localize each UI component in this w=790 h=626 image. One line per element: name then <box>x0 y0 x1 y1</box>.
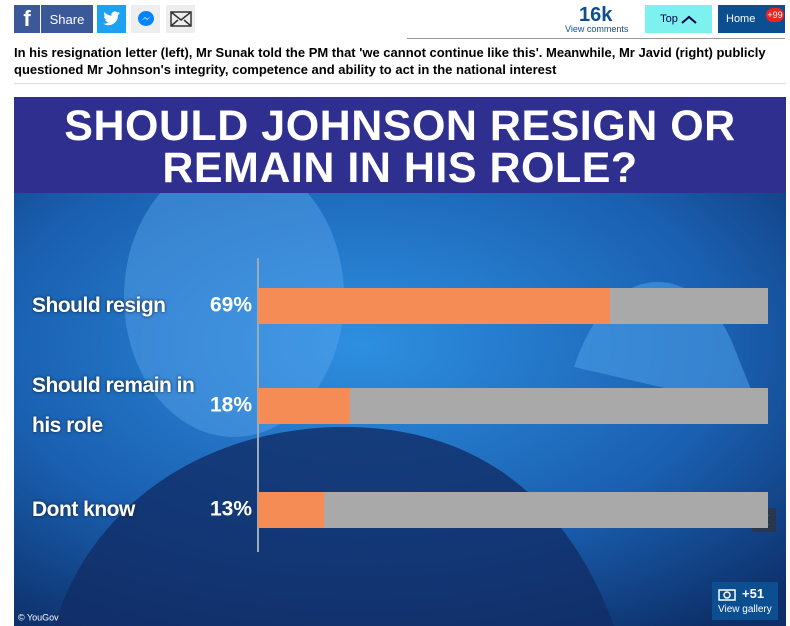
photo-figure <box>124 157 344 437</box>
title-box: SHOULD JOHNSON RESIGN OR REMAIN IN HIS R… <box>64 102 736 192</box>
top-button[interactable]: Top <box>645 5 712 33</box>
category-label-box: Should remain in his role <box>32 374 195 437</box>
category-label-box: Should resign <box>32 294 166 317</box>
facebook-icon[interactable]: f <box>14 5 40 33</box>
title-band <box>14 97 786 193</box>
gallery-count: +51 <box>742 586 765 601</box>
gallery-button[interactable]: +51 View gallery <box>712 582 778 620</box>
caption: In his resignation letter (left), Mr Sun… <box>14 45 766 77</box>
category-label: Should resign <box>32 294 166 317</box>
category-label-box: Dont know <box>32 498 135 521</box>
value-label: 13% <box>210 498 252 521</box>
home-label: Home <box>726 13 756 25</box>
bar <box>258 492 325 528</box>
bar <box>258 388 350 424</box>
divider <box>407 38 785 39</box>
gallery-label: View gallery <box>718 604 772 615</box>
category-label: Dont know <box>32 498 135 521</box>
category-label: Should remain in his role <box>32 374 195 437</box>
value-label: 69% <box>210 294 252 317</box>
twitter-icon[interactable] <box>97 5 126 33</box>
comments-link[interactable]: 16k View comments <box>565 4 631 34</box>
divider <box>14 83 786 84</box>
home-badge: +99 <box>766 8 784 22</box>
messenger-glyph <box>137 11 154 26</box>
email-glyph <box>169 11 192 27</box>
share-button[interactable]: Share <box>41 5 93 33</box>
email-icon[interactable] <box>166 5 195 33</box>
top-label: Top <box>660 13 678 25</box>
up-arrow <box>681 15 697 24</box>
comments-count: 16k <box>579 4 613 26</box>
bar-track <box>258 492 768 528</box>
camera-icon <box>718 589 736 601</box>
chart-title: SHOULD JOHNSON RESIGN OR REMAIN IN HIS R… <box>64 102 736 192</box>
bar <box>258 288 610 324</box>
value-label: 18% <box>210 394 252 417</box>
messenger-icon[interactable] <box>131 5 160 33</box>
twitter-glyph <box>102 11 120 26</box>
infographic: SHOULD JOHNSON RESIGN OR REMAIN IN HIS R… <box>14 97 786 626</box>
comments-label: View comments <box>565 24 629 34</box>
credit: © YouGov <box>18 612 59 622</box>
